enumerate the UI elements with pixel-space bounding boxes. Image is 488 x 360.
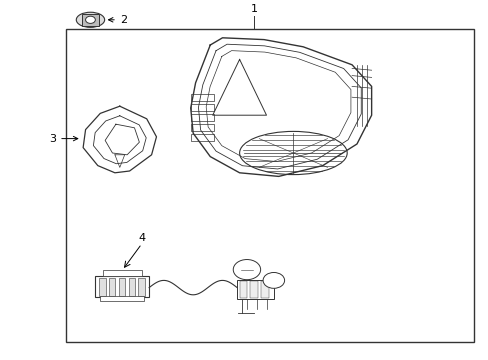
Circle shape	[233, 260, 260, 280]
Bar	[190, 124, 214, 131]
Text: 3: 3	[49, 134, 78, 144]
Bar	[66, 29, 473, 342]
Bar	[190, 114, 214, 121]
Bar	[138, 278, 144, 296]
Bar	[119, 278, 125, 296]
Bar	[95, 276, 149, 297]
Bar	[239, 281, 247, 298]
Circle shape	[263, 273, 284, 288]
Text: 1: 1	[250, 4, 257, 14]
Text: 2: 2	[108, 15, 127, 25]
Circle shape	[85, 16, 95, 23]
Bar	[102, 270, 142, 276]
FancyBboxPatch shape	[81, 14, 99, 26]
Bar	[128, 278, 135, 296]
Bar	[109, 278, 115, 296]
Text: 4: 4	[138, 233, 145, 243]
Bar	[190, 134, 214, 141]
Bar	[190, 104, 214, 111]
Bar	[190, 94, 214, 101]
Bar	[99, 278, 105, 296]
Bar	[100, 296, 144, 301]
Ellipse shape	[76, 12, 104, 27]
Bar	[237, 280, 273, 300]
Bar	[250, 281, 258, 298]
Bar	[261, 281, 268, 298]
